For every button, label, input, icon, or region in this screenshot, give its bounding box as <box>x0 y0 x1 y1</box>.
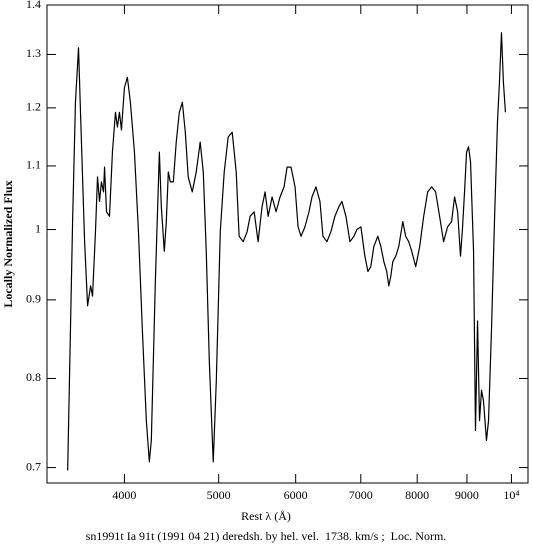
x-tick-label: 7000 <box>349 488 373 502</box>
y-tick-label: 1.4 <box>26 0 41 11</box>
y-tick-label: 0.8 <box>26 370 41 384</box>
x-tick-label: 6000 <box>284 488 308 502</box>
y-axis-label: Locally Normalized Flux <box>1 180 15 307</box>
y-tick-label: 0.7 <box>26 459 41 473</box>
spectrum-line <box>67 32 507 471</box>
y-tick-label: 0.9 <box>26 292 41 306</box>
y-tick-label: 1.3 <box>26 46 41 60</box>
caption: sn1991t Ia 91t (1991 04 21) deredsh. by … <box>86 529 447 543</box>
plot-frame <box>46 4 529 484</box>
x-tick-label: 10⁴ <box>503 488 519 502</box>
y-tick-label: 1 <box>35 221 41 235</box>
y-tick-label: 1.2 <box>26 100 41 114</box>
x-axis-label: Rest λ (Å) <box>241 509 291 523</box>
y-tick-label: 1.1 <box>26 158 41 172</box>
x-tick-label: 9000 <box>455 488 479 502</box>
x-tick-label: 5000 <box>207 488 231 502</box>
x-tick-label: 4000 <box>112 488 136 502</box>
x-tick-label: 8000 <box>405 488 429 502</box>
